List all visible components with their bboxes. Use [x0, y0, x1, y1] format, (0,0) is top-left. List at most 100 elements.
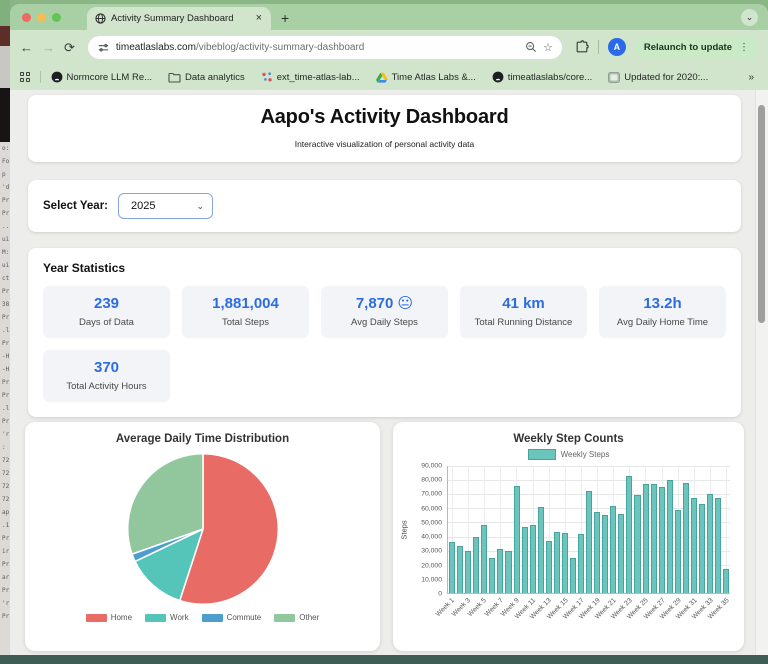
thumbnail-icon [608, 71, 621, 83]
bar-week-17[interactable] [578, 533, 585, 593]
bar-week-25[interactable] [642, 484, 649, 593]
site-info-icon[interactable] [97, 41, 110, 54]
legend-item-work[interactable]: Work [145, 613, 189, 622]
address-bar[interactable]: timeatlaslabs.com/vibeblog/activity-summ… [87, 35, 562, 59]
bar-week-9[interactable] [513, 485, 520, 593]
profile-avatar[interactable]: A [607, 38, 626, 56]
bar-week-5[interactable] [481, 524, 488, 593]
x-axis-ticks: Week 1 Week 3 Week 5 Week 7 Week 9 Week 11 Wee… [435, 594, 731, 636]
scrollbar-thumb[interactable] [758, 105, 765, 323]
pie-slice-other[interactable] [126, 452, 204, 555]
bar-week-24[interactable] [634, 494, 641, 593]
bar-week-11[interactable] [529, 524, 536, 593]
stat-label: Total Running Distance [474, 316, 573, 328]
pie-slice-work[interactable] [133, 528, 204, 602]
year-select-value: 2025 [131, 200, 156, 212]
bookmark-star-icon[interactable]: ☆ [542, 41, 553, 54]
new-tab-button[interactable]: + [281, 10, 290, 26]
bookmark-item[interactable]: ext_time-atlas-lab... [261, 71, 360, 83]
bar-week-4[interactable] [473, 536, 480, 593]
reload-icon[interactable]: ⟳ [64, 39, 75, 55]
url-domain: timeatlaslabs.com [115, 41, 196, 53]
bar-chart: Steps 0 10,000 20,000 30,000 40,000 50,000 60,… [397, 462, 731, 636]
bar-week-31[interactable] [690, 498, 697, 593]
y-tick-label: 90,000 [421, 462, 442, 470]
back-icon[interactable]: ← [20, 39, 33, 55]
y-axis-ticks: 0 10,000 20,000 30,000 40,000 50,000 60,000 70,… [410, 462, 447, 598]
bar-week-30[interactable] [682, 482, 689, 593]
tab-search-chevron-icon[interactable]: ⌄ [741, 9, 758, 26]
bar-week-18[interactable] [586, 491, 593, 593]
bar-week-19[interactable] [594, 511, 601, 593]
bar-week-33[interactable] [707, 493, 714, 593]
bar-week-23[interactable] [626, 475, 633, 593]
bar-week-6[interactable] [489, 558, 496, 593]
bar-week-7[interactable] [497, 549, 504, 593]
legend-item-commute[interactable]: Commute [201, 613, 262, 622]
stat-value: 370 [93, 359, 120, 377]
bar-week-22[interactable] [618, 513, 625, 593]
bookmark-label: Data analytics [185, 71, 245, 83]
bar-week-12[interactable] [537, 506, 544, 593]
year-select[interactable]: 2025 ⌄ [118, 193, 214, 219]
background-segment [0, 26, 10, 46]
kebab-menu-icon[interactable]: ⋮ [739, 41, 749, 53]
bar-week-26[interactable] [650, 483, 657, 593]
legend-item-home[interactable]: Home [85, 613, 132, 622]
bookmark-item[interactable]: Time Atlas Labs &... [375, 72, 476, 83]
maximize-window-button[interactable] [52, 13, 61, 22]
bar-week-1[interactable] [449, 542, 456, 593]
background-segment [0, 46, 10, 88]
bar-week-16[interactable] [569, 557, 576, 593]
forward-icon[interactable]: → [42, 39, 55, 55]
bar-week-28[interactable] [666, 480, 673, 593]
stat-label: Avg Daily Home Time [616, 316, 709, 328]
bar-week-3[interactable] [465, 551, 472, 593]
apps-grid-icon[interactable] [20, 72, 30, 82]
y-tick-label: 40,000 [421, 533, 442, 541]
bar-week-35[interactable] [723, 569, 730, 593]
bar-week-15[interactable] [561, 533, 568, 593]
bar-week-34[interactable] [715, 498, 722, 593]
pie-slice-home[interactable] [178, 452, 279, 606]
bar-week-27[interactable] [658, 487, 665, 593]
extensions-icon[interactable] [575, 40, 589, 54]
bookmarks-overflow-icon[interactable]: » [748, 71, 754, 83]
scrollbar-track[interactable] [755, 90, 768, 655]
relaunch-button[interactable]: Relaunch to update ⋮ [634, 36, 758, 58]
bookmark-item[interactable]: timeatlaslabs/core... [492, 71, 592, 83]
browser-tab[interactable]: Activity Summary Dashboard × [87, 7, 271, 30]
bar-week-21[interactable] [610, 505, 617, 593]
bar-week-14[interactable] [553, 531, 560, 593]
y-tick-label: 30,000 [421, 547, 442, 555]
bar-week-10[interactable] [521, 527, 528, 593]
zoom-icon[interactable] [525, 41, 537, 53]
close-window-button[interactable] [22, 13, 31, 22]
stat-label: Total Activity Hours [66, 380, 147, 392]
year-selector-card: Select Year: 2025 ⌄ [28, 180, 741, 232]
bar-week-32[interactable] [698, 504, 705, 593]
bookmark-item[interactable]: Data analytics [168, 72, 245, 83]
window-controls [10, 13, 71, 30]
toolbar: ← → ⟳ timeatlaslabs.com/vibeblog/activit… [10, 30, 768, 64]
minimize-window-button[interactable] [37, 13, 46, 22]
v-gridline [725, 466, 727, 593]
header-card: Aapo's Activity Dashboard Interactive vi… [28, 95, 741, 162]
legend-swatch [85, 613, 107, 622]
bar-week-13[interactable] [545, 540, 552, 593]
legend-item-other[interactable]: Other [274, 613, 319, 622]
legend-label: Commute [226, 613, 262, 622]
bar-week-29[interactable] [674, 510, 681, 593]
v-gridline [580, 466, 582, 593]
bar-week-2[interactable] [457, 546, 464, 593]
v-gridline [500, 466, 502, 593]
stat-value: 13.2h [643, 295, 682, 313]
url-text[interactable]: timeatlaslabs.com/vibeblog/activity-summ… [116, 42, 519, 53]
bar-legend-label: Weekly Steps [560, 450, 610, 459]
bar-week-8[interactable] [505, 550, 512, 593]
bar-week-20[interactable] [602, 514, 609, 593]
v-gridline [452, 466, 454, 593]
tab-close-icon[interactable]: × [255, 12, 262, 24]
bookmark-item[interactable]: Updated for 2020:... [608, 71, 708, 83]
bookmark-item[interactable]: Normcore LLM Re... [51, 71, 152, 83]
